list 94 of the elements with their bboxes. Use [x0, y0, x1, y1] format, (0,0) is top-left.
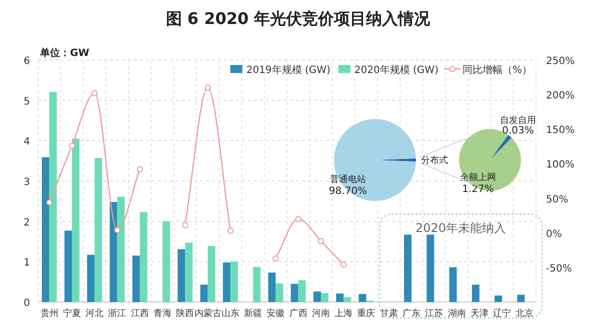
bar: [449, 267, 457, 302]
bar: [49, 92, 57, 302]
x-tick-label: 辽宁: [493, 308, 512, 319]
bar: [268, 272, 276, 302]
x-tick-label: 浙江: [108, 308, 126, 319]
bar: [185, 242, 193, 302]
bar: [298, 280, 306, 302]
bar: [276, 283, 284, 302]
x-tick-label: 山东: [221, 308, 240, 319]
x-tick-label: 新疆: [244, 308, 262, 319]
y-tick-label: 6: [24, 56, 30, 67]
bar: [94, 158, 102, 302]
bar: [517, 294, 525, 302]
legend-label: 2019年规模 (GW): [246, 64, 330, 76]
slice-label: 普通电站: [330, 174, 366, 185]
bar: [404, 234, 412, 302]
point: [182, 222, 188, 228]
point: [91, 90, 98, 96]
x-tick-label: 江苏: [425, 308, 444, 319]
point: [272, 255, 279, 262]
bar: [110, 202, 118, 302]
y2-tick-label: 0%: [546, 228, 562, 240]
bar: [42, 157, 50, 302]
x-tick-label: 重庆: [357, 308, 376, 319]
x-tick-label: 广东: [402, 308, 420, 319]
y2-tick-label: 50%: [546, 194, 568, 206]
bar: [64, 230, 72, 302]
point: [295, 216, 302, 222]
data-label: 0.03%: [502, 126, 534, 136]
y-tick-label: 4: [24, 136, 30, 148]
legend-label: 2020年规模 (GW): [354, 64, 439, 76]
bar: [290, 284, 298, 302]
x-tick-label: 河北: [86, 308, 104, 319]
point: [340, 262, 347, 268]
bar: [344, 297, 352, 302]
x-tick-label: 上海: [334, 308, 353, 319]
point: [68, 142, 76, 149]
bar: [200, 284, 208, 302]
bar: [320, 293, 328, 302]
y2-tick-label: -50%: [546, 263, 572, 274]
bar: [426, 234, 434, 302]
y-axis-title: 单位：GW: [39, 47, 90, 59]
point: [114, 226, 120, 234]
point: [318, 238, 324, 244]
x-tick-label: 安徽: [266, 308, 285, 319]
x-tick-label: 陕西: [176, 308, 194, 319]
x-tick-label: 天津: [470, 308, 488, 319]
point: [227, 228, 234, 234]
slice-label: 自发自用: [500, 115, 536, 126]
y2-tick-label: 250%: [546, 56, 575, 67]
bar: [72, 138, 80, 302]
bar: [222, 262, 230, 302]
point: [204, 84, 211, 91]
bar: [132, 256, 140, 302]
bar: [472, 284, 480, 302]
bar: [117, 196, 125, 302]
x-tick-label: 内蒙古: [194, 308, 222, 319]
y-tick-label: 3: [24, 177, 30, 188]
x-tick-label: 湖南: [448, 308, 466, 319]
y-tick-label: 1: [24, 258, 30, 269]
y2-tick-label: 100%: [546, 160, 575, 171]
x-tick-label: 宁夏: [62, 308, 81, 319]
x-tick-label: 广西: [289, 308, 308, 319]
y-tick-label: 5: [24, 96, 30, 108]
annotation: 2020年未能纳入: [416, 221, 506, 235]
slice-label: 全额上网: [460, 172, 496, 183]
bar: [87, 254, 95, 302]
pie-slice: [490, 134, 512, 160]
chart-title: 图 6 2020 年光伏竞价项目纳入情况: [166, 9, 432, 28]
x-tick-label: 青海: [154, 308, 172, 319]
y-tick-label: 0: [24, 298, 30, 309]
slice-label: 分布式: [421, 155, 448, 166]
bar: [313, 292, 321, 302]
bar: [336, 294, 344, 302]
data-label: 98.70%: [328, 186, 368, 197]
bar: [208, 246, 216, 302]
point: [46, 199, 52, 206]
x-tick-label: 贵州: [40, 308, 58, 319]
bar: [358, 294, 366, 302]
y2-tick-label: 200%: [546, 90, 575, 102]
x-tick-label: 北京: [516, 308, 534, 319]
bar: [178, 249, 186, 302]
bar: [140, 212, 148, 302]
bar: [253, 266, 261, 302]
bar: [162, 221, 170, 302]
data-label: 1.27%: [462, 184, 494, 195]
y-tick-label: 2: [24, 217, 30, 228]
bar: [494, 296, 502, 302]
bar: [230, 262, 238, 302]
x-tick-label: 江西: [130, 308, 149, 319]
x-tick-label: 河南: [312, 308, 330, 319]
y2-tick-label: 150%: [546, 125, 575, 136]
legend-label: 同比增幅（%）: [462, 64, 532, 76]
point: [136, 166, 143, 172]
